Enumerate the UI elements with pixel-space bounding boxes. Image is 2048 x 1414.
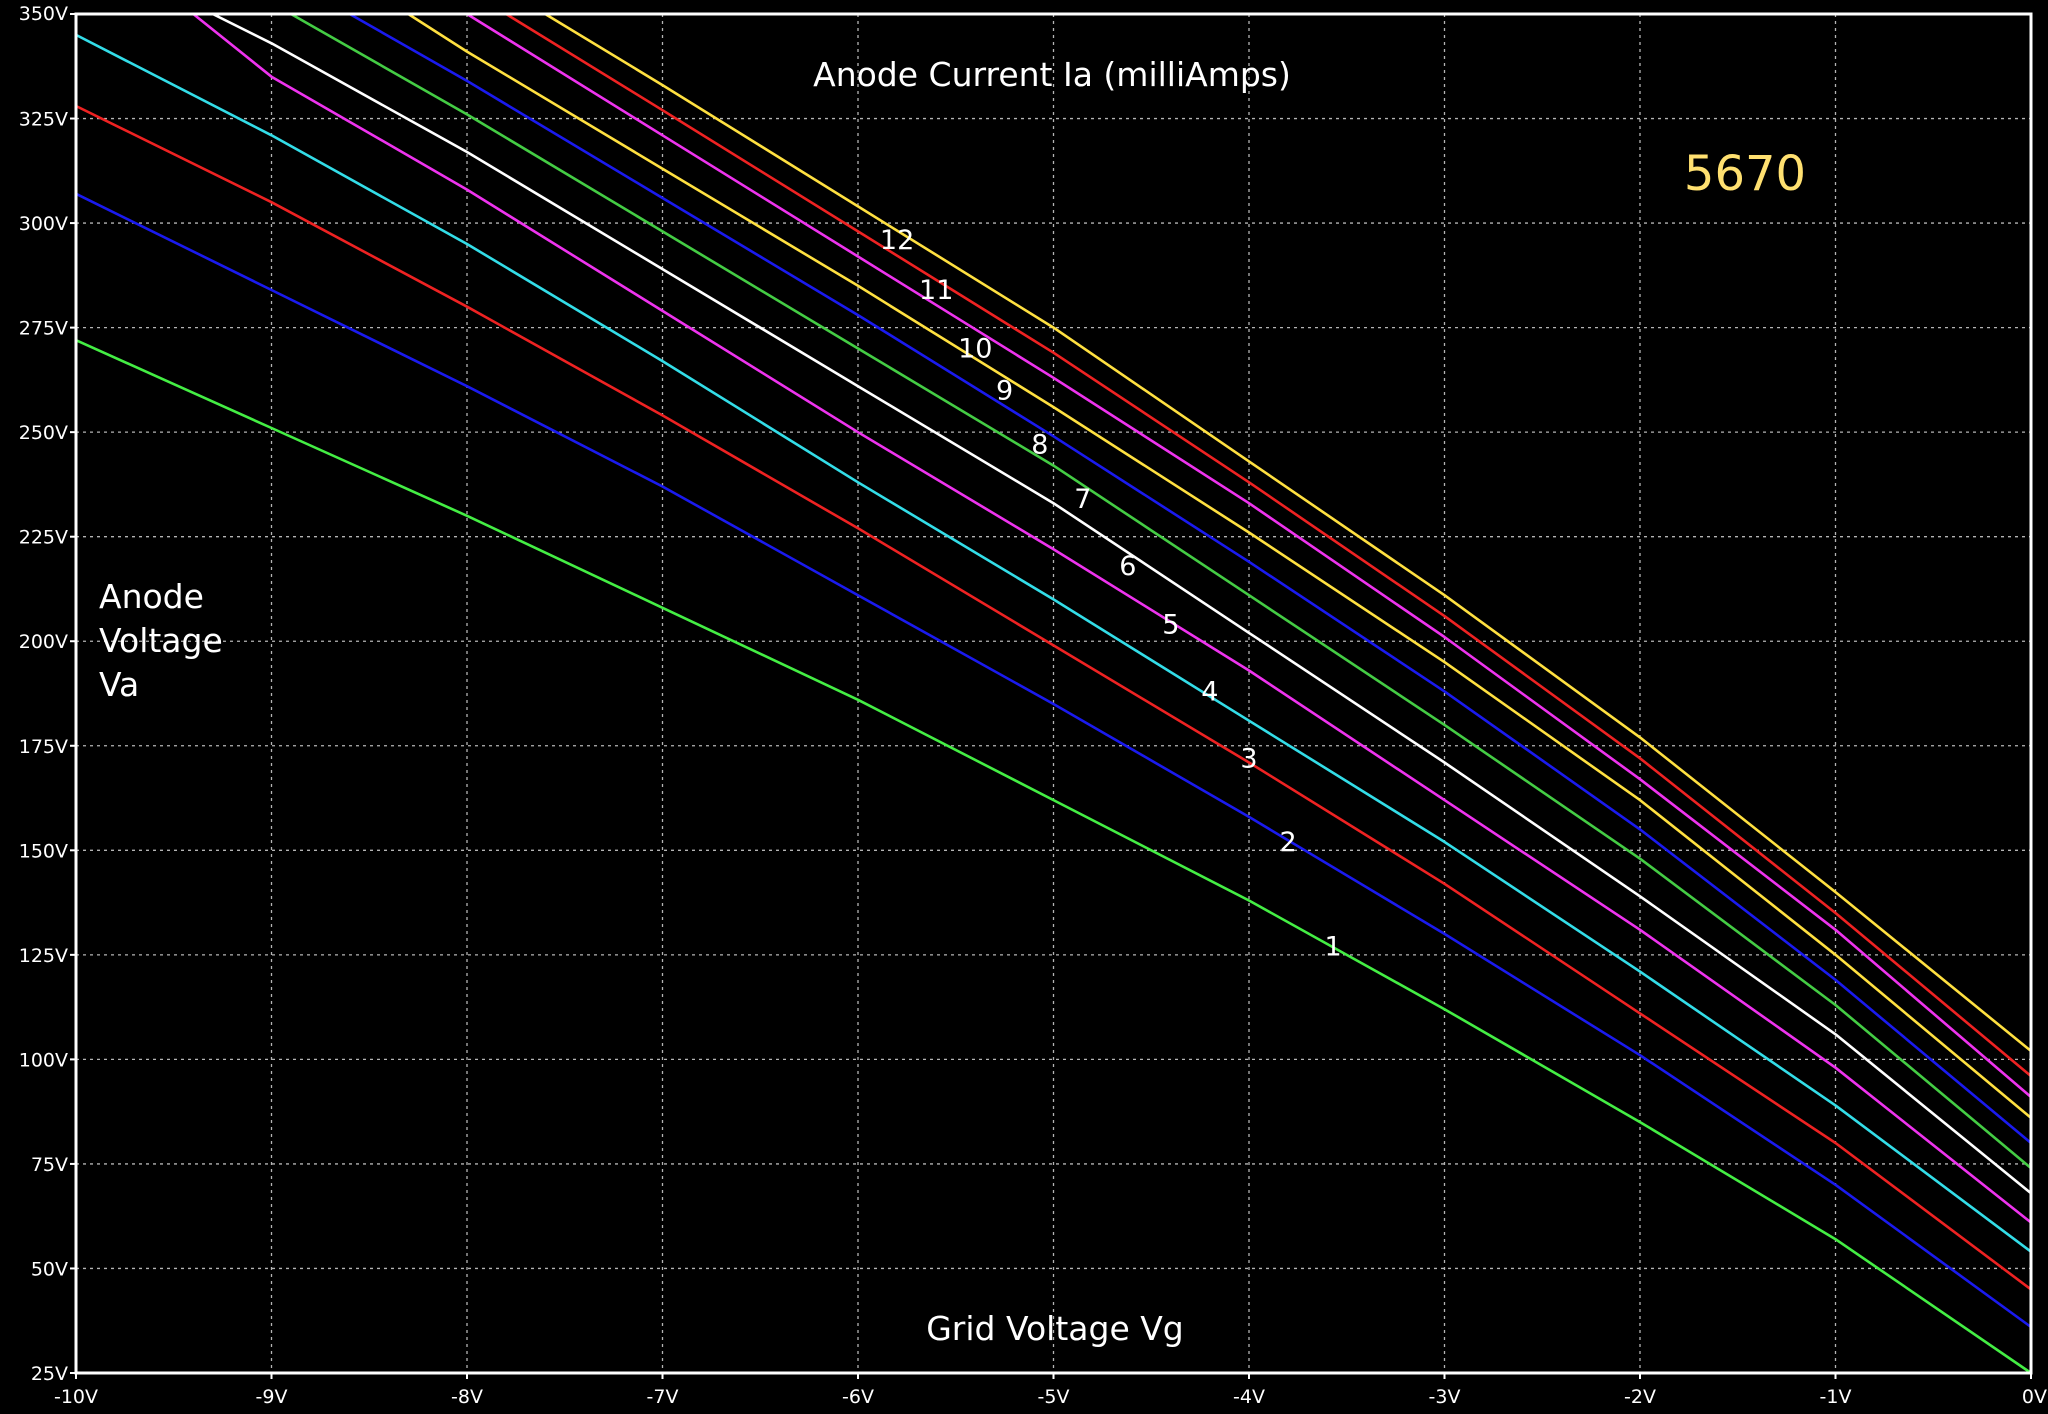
curve-label-3: 3 bbox=[1240, 743, 1257, 774]
series-line-5 bbox=[192, 12, 2033, 1224]
curve-label-4: 4 bbox=[1201, 676, 1218, 707]
x-tick-labels: -10V -9V -8V -7V -6V -5V -4V -3V -2V -1V 0V bbox=[54, 1373, 2047, 1408]
y-tick-label: 350V bbox=[19, 3, 68, 25]
x-axis-title: Grid Voltage Vg bbox=[926, 1309, 1184, 1348]
x-tick-label: -8V bbox=[451, 1386, 483, 1408]
y-tick-label: 100V bbox=[19, 1049, 68, 1071]
curve-label-9: 9 bbox=[996, 375, 1013, 406]
curve-label-7: 7 bbox=[1074, 484, 1091, 515]
series-line-3 bbox=[74, 104, 2033, 1291]
curve-label-11: 11 bbox=[919, 275, 953, 306]
series-line-10 bbox=[465, 12, 2033, 1099]
x-tick-label: -9V bbox=[256, 1386, 288, 1408]
series-lines bbox=[74, 12, 2033, 1375]
x-tick-label: -4V bbox=[1233, 1386, 1265, 1408]
series-line-8 bbox=[348, 12, 2033, 1145]
x-tick-label: -2V bbox=[1624, 1386, 1656, 1408]
grid-lines bbox=[76, 14, 2031, 1373]
x-tick-label: -1V bbox=[1820, 1386, 1852, 1408]
series-line-7 bbox=[289, 12, 2033, 1170]
curve-label-2: 2 bbox=[1280, 827, 1297, 858]
y-tick-label: 125V bbox=[19, 945, 68, 967]
curve-label-5: 5 bbox=[1162, 610, 1179, 641]
chart-title: Anode Current Ia (milliAmps) bbox=[813, 55, 1291, 94]
y-axis-title-line-1: Anode bbox=[99, 577, 204, 616]
y-tick-labels: 25V 50V 75V 100V 125V 150V 175V 200V 225V 250V 275… bbox=[19, 3, 76, 1385]
y-tick-label: 200V bbox=[19, 631, 68, 653]
y-tick-label: 50V bbox=[31, 1258, 68, 1280]
x-tick-label: -7V bbox=[647, 1386, 679, 1408]
y-axis-title-line-2: Voltage bbox=[99, 621, 223, 660]
curve-label-1: 1 bbox=[1324, 931, 1341, 962]
y-tick-label: 25V bbox=[31, 1363, 68, 1385]
y-axis-title-line-3: Va bbox=[99, 665, 139, 704]
x-tick-label: 0V bbox=[2022, 1386, 2047, 1408]
series-line-11 bbox=[504, 12, 2033, 1078]
curve-label-8: 8 bbox=[1031, 430, 1048, 461]
y-tick-label: 225V bbox=[19, 527, 68, 549]
y-tick-label: 275V bbox=[19, 318, 68, 340]
x-tick-label: -3V bbox=[1429, 1386, 1461, 1408]
series-line-12 bbox=[543, 12, 2033, 1053]
y-tick-label: 150V bbox=[19, 840, 68, 862]
y-tick-label: 250V bbox=[19, 422, 68, 444]
x-tick-label: -10V bbox=[54, 1386, 98, 1408]
series-line-2 bbox=[74, 192, 2033, 1329]
curve-label-10: 10 bbox=[958, 334, 992, 365]
y-tick-label: 75V bbox=[31, 1154, 68, 1176]
x-tick-label: -5V bbox=[1038, 1386, 1070, 1408]
x-tick-label: -6V bbox=[842, 1386, 874, 1408]
series-line-4 bbox=[74, 33, 2033, 1253]
y-tick-label: 300V bbox=[19, 213, 68, 235]
y-tick-label: 325V bbox=[19, 109, 68, 131]
curve-label-12: 12 bbox=[880, 225, 914, 256]
series-line-6 bbox=[211, 12, 2033, 1195]
series-line-9 bbox=[406, 12, 2033, 1120]
series-line-1 bbox=[74, 338, 2033, 1375]
curve-label-6: 6 bbox=[1119, 551, 1136, 582]
tube-model-label: 5670 bbox=[1684, 146, 1806, 202]
y-tick-label: 175V bbox=[19, 736, 68, 758]
